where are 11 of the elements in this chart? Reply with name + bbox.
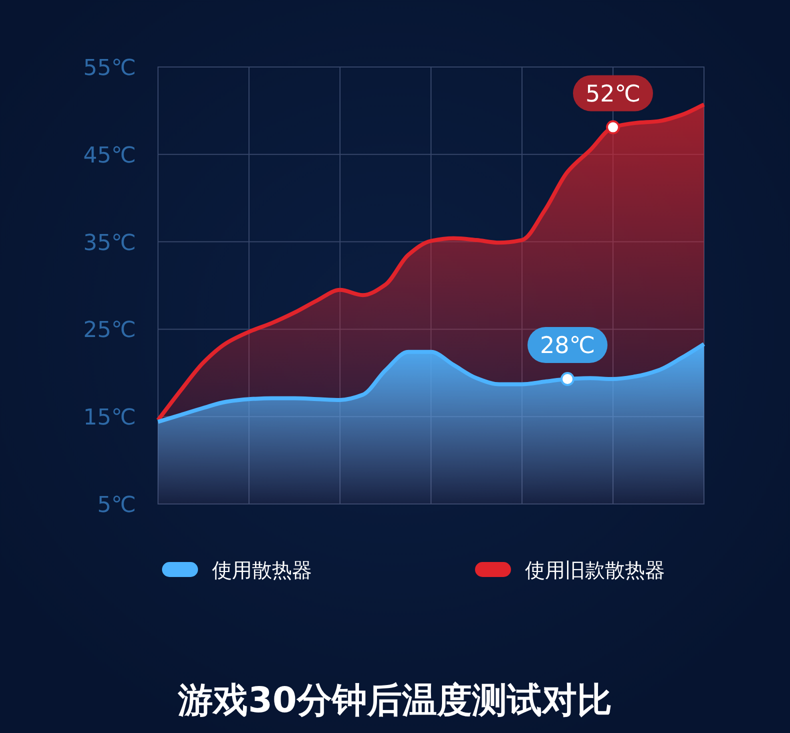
y-tick-label: 15℃ — [83, 406, 136, 431]
text: 游戏30分钟后温度测试对比 — [177, 681, 612, 721]
y-tick-label: 55℃ — [83, 56, 136, 81]
y-tick-label: 5℃ — [97, 493, 136, 518]
annotation: 52℃ — [585, 81, 641, 108]
legend-label: 使用散热器 — [212, 558, 312, 582]
annotation: 28℃ — [540, 333, 596, 360]
y-tick-label: 35℃ — [83, 230, 136, 256]
legend-label: 使用旧款散热器 — [525, 558, 665, 582]
y-tick-label: 45℃ — [83, 143, 136, 168]
y-tick-label: 25℃ — [83, 318, 136, 344]
